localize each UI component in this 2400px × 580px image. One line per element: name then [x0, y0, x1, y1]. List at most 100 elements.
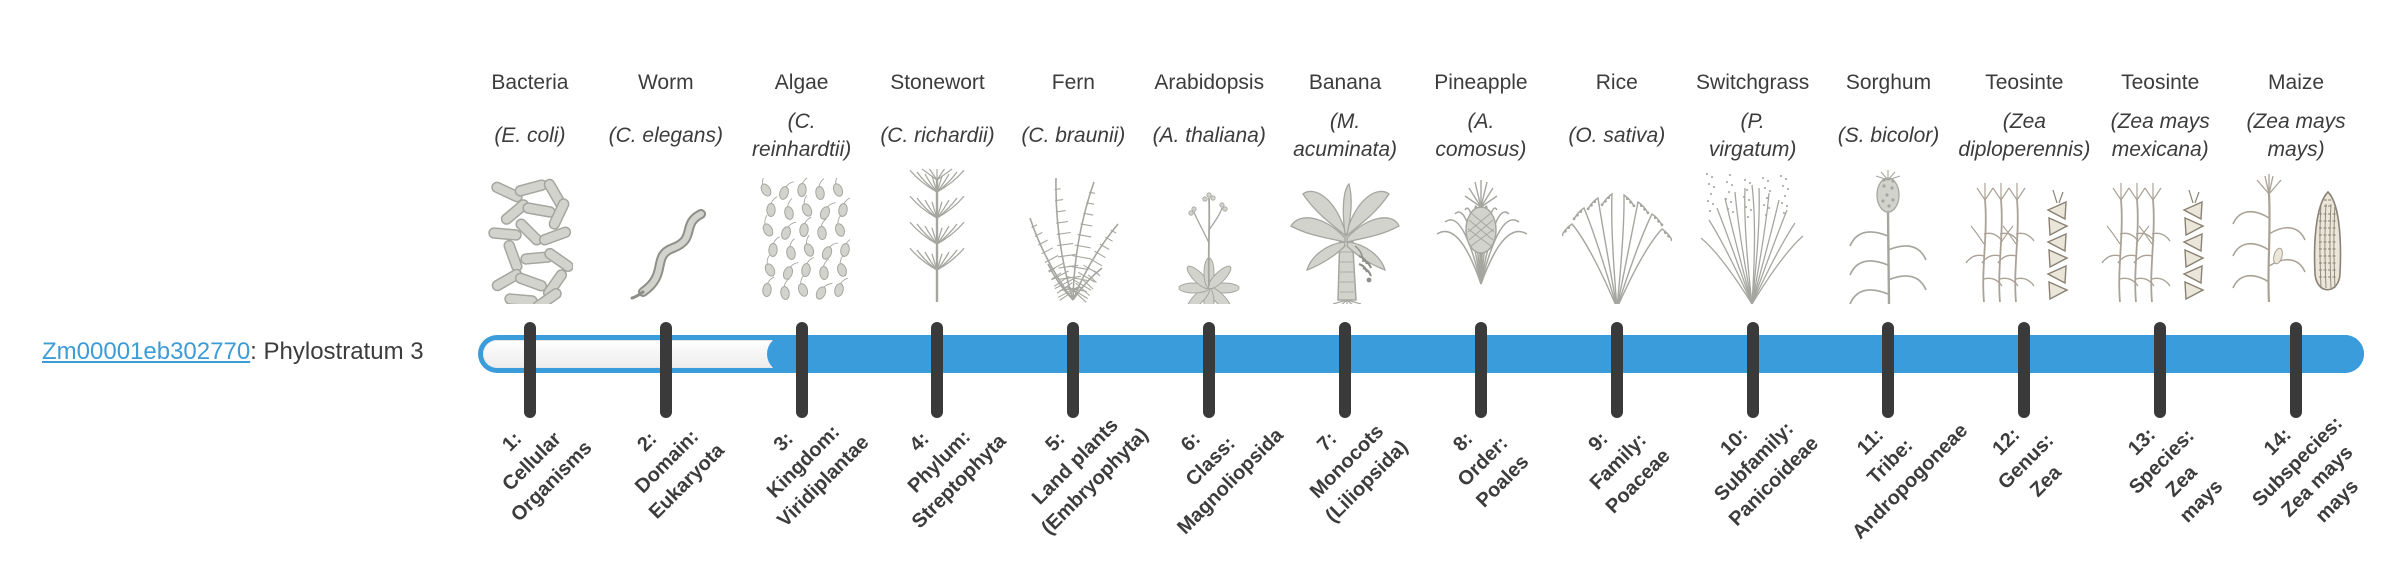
stratum-tick	[795, 322, 808, 418]
stratum-label-text: 9: Family: Poaceae	[1584, 427, 1675, 518]
organism-scientific-name: (S. bicolor)	[1837, 124, 1940, 148]
stratum-label-text: 5: Land plants (Embryophyta)	[1027, 414, 1153, 540]
maize-icon	[2218, 162, 2374, 304]
stratum-column-8: Pineapple (A. comosus) 8: Order: Poales	[1413, 0, 1549, 580]
organism-scientific-name: (P. virgatum)	[1708, 110, 1797, 161]
organism-scientific-name: (C. richardii)	[880, 124, 995, 148]
rice-icon	[1539, 162, 1695, 304]
worm-icon-graphic	[630, 209, 706, 300]
stratum-tick	[2154, 322, 2167, 418]
stratum-tick	[2290, 322, 2303, 418]
worm-icon	[588, 162, 744, 304]
stratum-label-text: 3: Kingdom: Viridiplantae	[762, 420, 874, 532]
stratum-column-10: Switchgrass (P. virgatum) 10: Subfamily:…	[1685, 0, 1823, 580]
stratum-column-5: Fern (C. braunii) 5: Land plants (Embryo…	[1005, 0, 1152, 580]
stratum-label-text: 8: Order: Poales	[1448, 427, 1534, 513]
algae-icon-graphic	[760, 178, 850, 300]
organism-common-name: Arabidopsis	[1154, 71, 1265, 94]
organism-common-name: Switchgrass	[1696, 71, 1810, 94]
stratum-tick	[1610, 322, 1623, 418]
switchgrass-icon-graphic	[1700, 172, 1804, 304]
stratum-column-12: Teosinte (Zea diploperennis) 12: Genus: …	[1956, 0, 2092, 580]
teosinte-icon	[1946, 162, 2102, 304]
stratum-tick	[1882, 322, 1895, 418]
organism-scientific-name: (A. thaliana)	[1152, 124, 1266, 148]
stratum-column-11: Sorghum (S. bicolor) 11: Tribe: Andropog…	[1821, 0, 1972, 580]
stratum-label-text: 4: Phylum: Streptophyta	[903, 426, 1011, 533]
arabidopsis-icon-graphic	[1178, 192, 1240, 304]
stratum-column-3: Algae (C. reinhardtii) 3: Kingdom: Virid…	[734, 0, 873, 580]
stratum-tick	[1746, 322, 1759, 418]
organism-common-name: Pineapple	[1434, 71, 1528, 94]
stratum-column-13: Teosinte (Zea mays mexicana) 13: Species…	[2092, 0, 2228, 580]
stratum-tick	[1067, 322, 1080, 418]
stratum-label-text: 12: Genus: Zea	[1988, 423, 2066, 502]
stratum-tick	[1339, 322, 1352, 418]
stonewort-icon	[860, 162, 1016, 304]
organism-common-name: Maize	[2268, 71, 2325, 94]
stratum-column-7: Banana (M. acuminata) 7: Monocots (Lilio…	[1277, 0, 1413, 580]
organism-scientific-name: (Zea mays mexicana)	[2110, 110, 2210, 161]
organism-scientific-name: (C. braunii)	[1021, 124, 1126, 148]
teosinte-icon-graphic	[2101, 183, 2205, 303]
sorghum-icon-graphic	[1849, 170, 1928, 304]
bacteria-icon	[452, 162, 608, 304]
organism-scientific-name: (O. sativa)	[1568, 124, 1666, 148]
stratum-label-text: 1: Cellular Organisms	[497, 427, 597, 527]
organism-common-name: Stonewort	[890, 71, 985, 94]
organism-common-name: Fern	[1051, 71, 1095, 94]
algae-icon	[724, 162, 880, 304]
organism-common-name: Sorghum	[1845, 71, 1932, 94]
stratum-tick	[659, 322, 672, 418]
organism-common-name: Bacteria	[491, 71, 569, 94]
bar-unfilled-track	[483, 340, 817, 368]
stratum-label-text: 2: Domain: Eukaryota	[631, 425, 730, 524]
stratum-tick	[931, 322, 944, 418]
organism-scientific-name: (Zea diploperennis)	[1958, 110, 2091, 161]
stratum-label-text: 11: Tribe: Andropogoneae	[1847, 419, 1972, 544]
phylostratum-text: : Phylostratum 3	[250, 338, 424, 365]
stratum-tick	[1474, 322, 1487, 418]
stratum-tick	[2018, 322, 2031, 418]
organism-common-name: Banana	[1308, 71, 1382, 94]
organism-scientific-name: (C. elegans)	[608, 124, 723, 148]
stratum-label-text: 7: Monocots (Liliopsida)	[1305, 420, 1413, 527]
arabidopsis-icon	[1131, 162, 1287, 304]
sorghum-icon	[1811, 162, 1967, 304]
organism-scientific-name: (E. coli)	[494, 124, 566, 148]
stratum-tick	[523, 322, 536, 418]
organism-scientific-name: (C. reinhardtii)	[752, 110, 852, 161]
teosinte-icon	[2082, 162, 2238, 304]
organism-scientific-name: (M. acuminata)	[1293, 110, 1398, 161]
pineapple-icon-graphic	[1436, 180, 1528, 285]
pineapple-icon	[1403, 162, 1559, 304]
organism-common-name: Worm	[637, 71, 694, 94]
stratum-column-2: Worm (C. elegans) 2: Domain: Eukaryota	[598, 0, 734, 580]
stratum-column-14: Maize (Zea mays mays) 14: Subspecies: Ze…	[2228, 0, 2364, 580]
stratum-column-1: Bacteria (E. coli) 1: Cellular Organisms	[462, 0, 598, 580]
strata-columns: Bacteria (E. coli) 1: Cellular Organisms…	[462, 0, 2364, 580]
stratum-label-text: 14: Subspecies: Zea mays mays	[2248, 412, 2364, 528]
gene-id-link[interactable]: Zm00001eb302770	[42, 338, 251, 365]
stonewort-icon-graphic	[909, 168, 965, 302]
organism-common-name: Rice	[1595, 71, 1638, 94]
organism-common-name: Teosinte	[1985, 71, 2064, 94]
fern-icon-graphic	[1029, 177, 1119, 303]
maize-icon-graphic	[2232, 174, 2342, 303]
stratum-column-6: Arabidopsis (A. thaliana) 6: Class: Magn…	[1141, 0, 1288, 580]
banana-icon	[1267, 162, 1423, 304]
stratum-label-text: 13: Species: Zea mays	[2124, 423, 2228, 528]
stratum-tick	[1203, 322, 1216, 418]
switchgrass-icon	[1675, 162, 1831, 304]
organism-common-name: Teosinte	[2121, 71, 2200, 94]
bacteria-icon-graphic	[488, 178, 573, 304]
stratum-label-text: 10: Subfamily: Panicoideae	[1710, 417, 1824, 531]
stratum-label-text: 6: Class: Magnoliopsida	[1173, 424, 1288, 539]
gene-phylostratum-label: Zm00001eb302770: Phylostratum 3	[42, 338, 424, 366]
bar-filled-region	[767, 335, 2364, 373]
banana-icon-graphic	[1290, 182, 1400, 304]
stratum-column-9: Rice (O. sativa) 9: Family: Poaceae	[1549, 0, 1685, 580]
organism-common-name: Algae	[774, 71, 829, 94]
stratum-column-4: Stonewort (C. richardii) 4: Phylum: Stre…	[870, 0, 1010, 580]
